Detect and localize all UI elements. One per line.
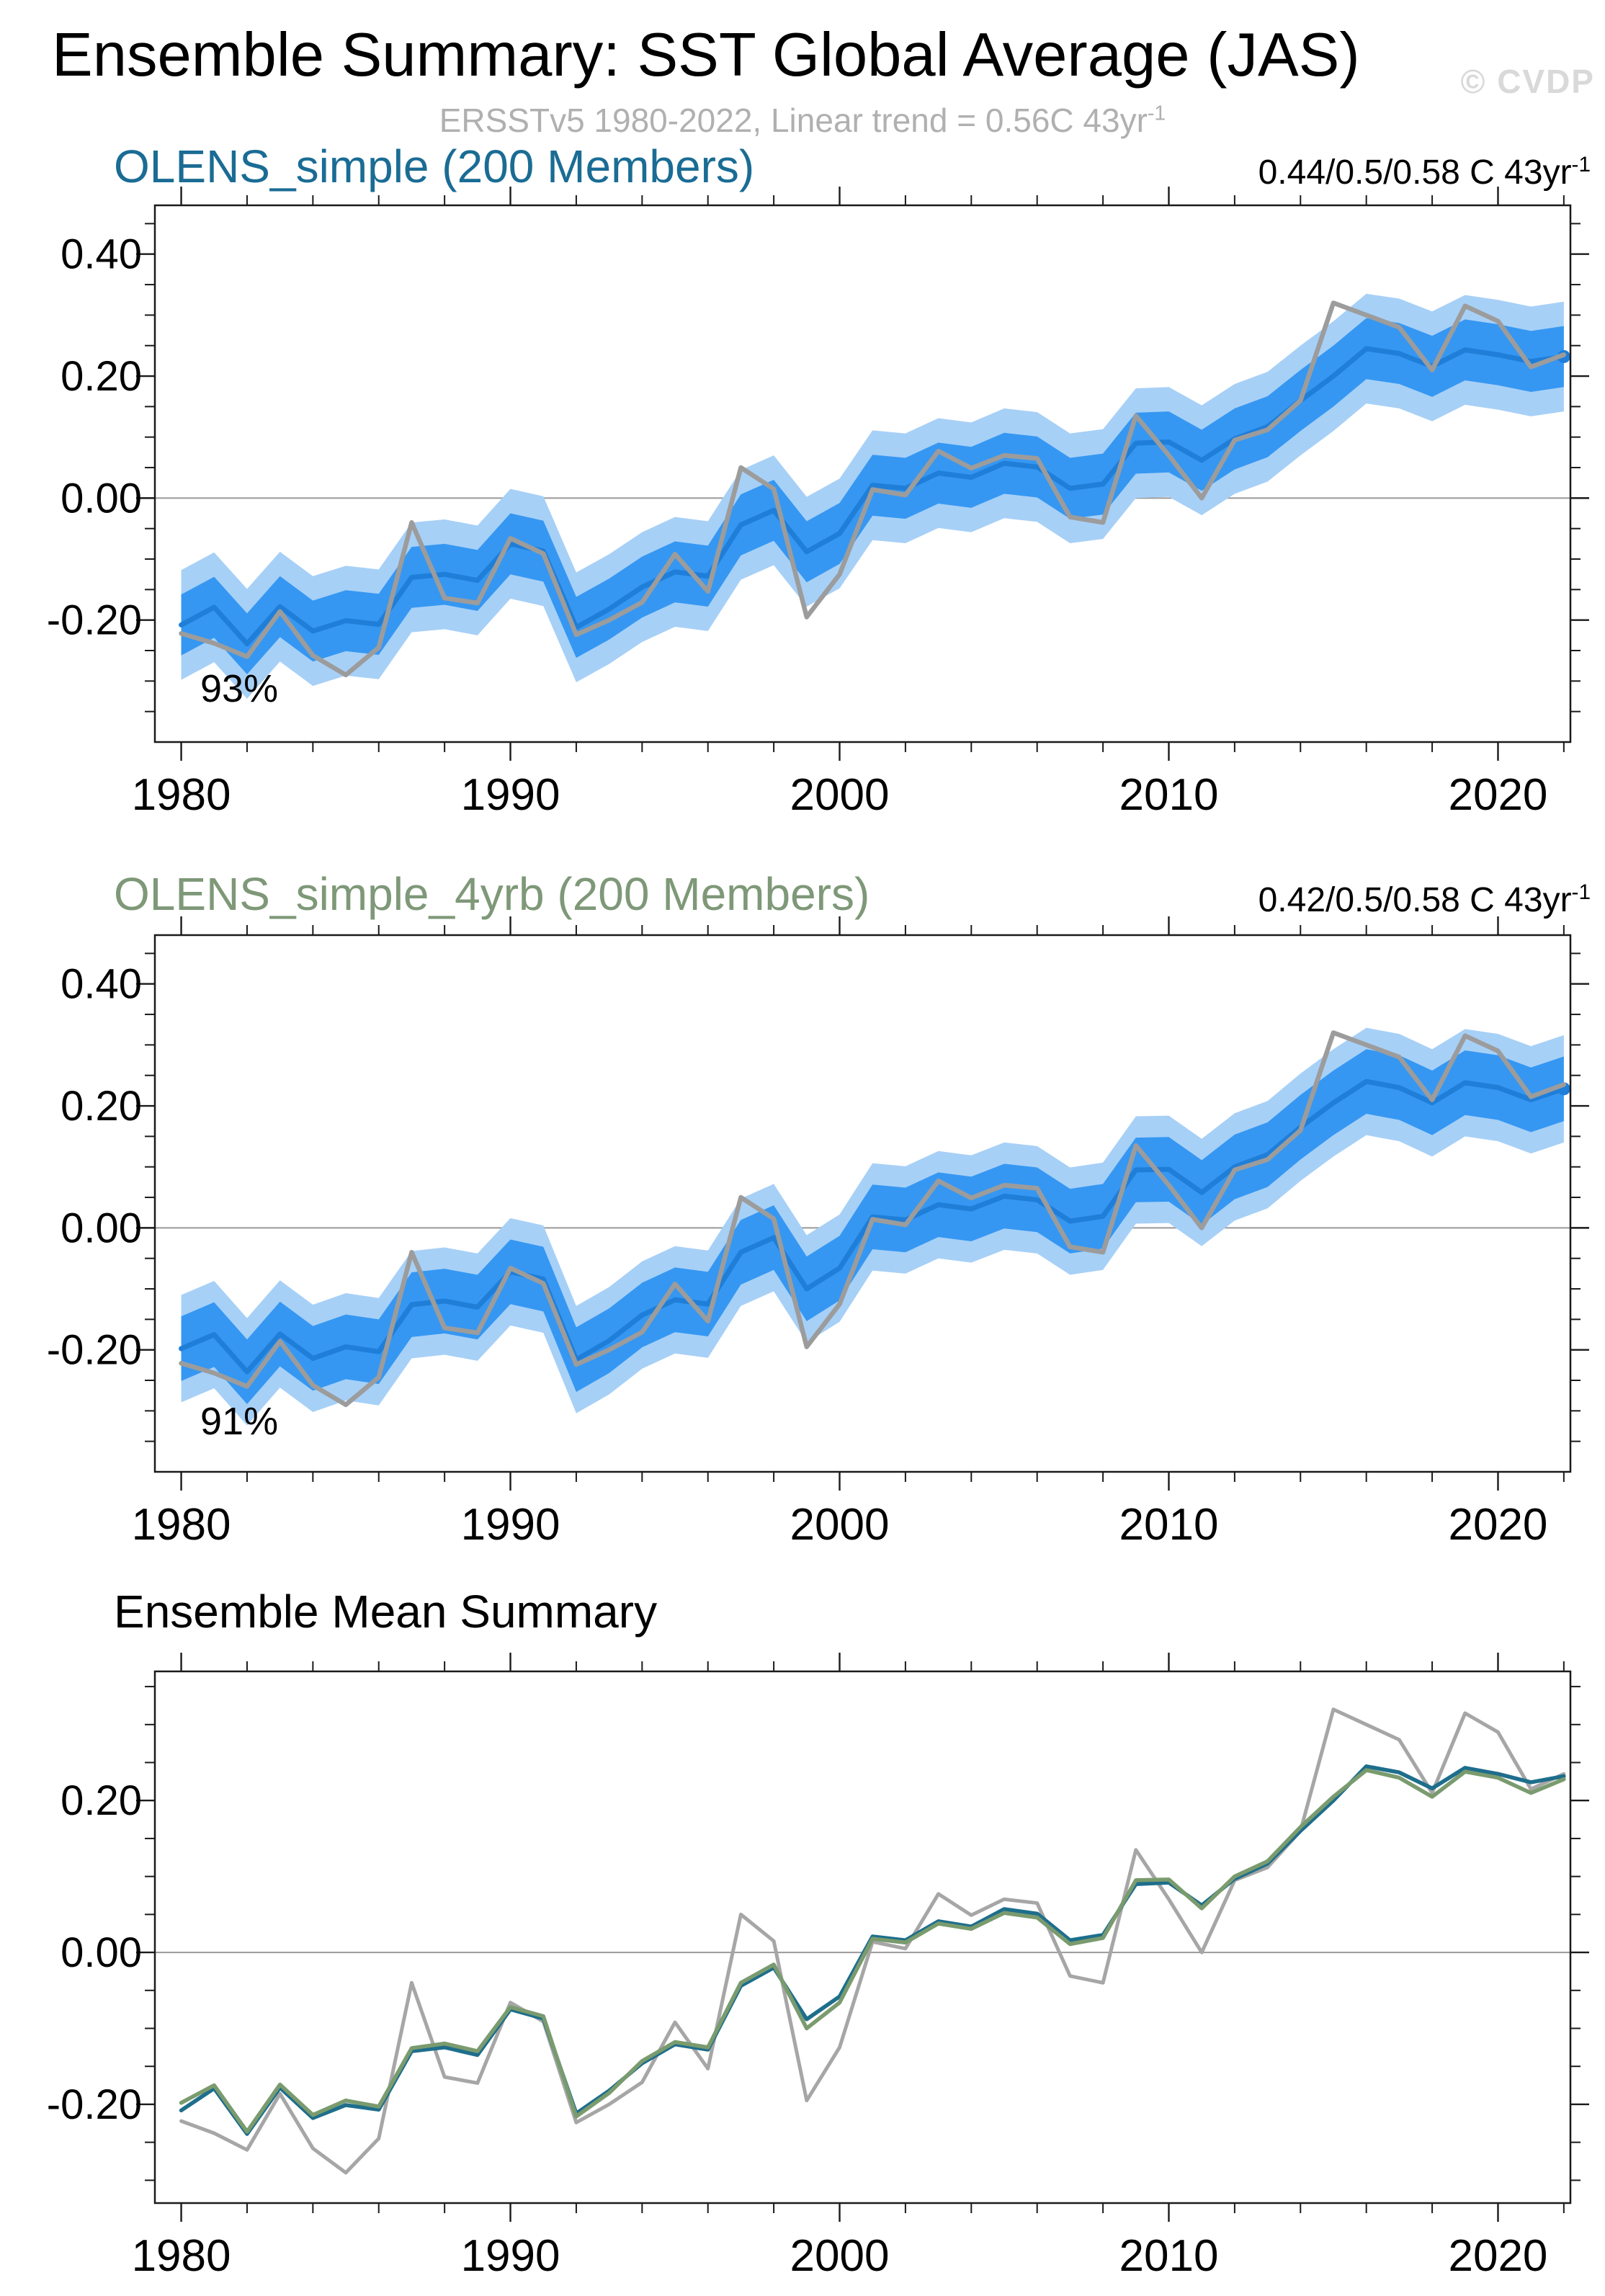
panel2-percent-label: 91% xyxy=(200,1400,279,1443)
y-tick-label: 0.20 xyxy=(61,1083,142,1130)
plot-frame xyxy=(153,1670,1572,2205)
y-tick-label: -0.20 xyxy=(47,2081,142,2128)
panel2-trend-annotation: 0.42/0.5/0.58 C 43yr-1 xyxy=(1258,880,1591,920)
inner-band xyxy=(181,1049,1564,1405)
olens-simple-4yrb-mean-line xyxy=(179,1768,1566,2134)
y-tick-label: -0.20 xyxy=(47,1327,142,1374)
olens-simple-mean-line xyxy=(179,1764,1566,2136)
x-tick-label: 2020 xyxy=(1448,770,1547,820)
panel2-trend-exponent: -1 xyxy=(1571,880,1591,904)
ensemble-mean-line xyxy=(179,1078,1567,1375)
panel2-trend-text: 0.42/0.5/0.58 C 43yr xyxy=(1258,881,1572,919)
plot-frame xyxy=(153,204,1572,743)
inner-band xyxy=(181,318,1564,675)
x-tick-label: 1980 xyxy=(132,2231,231,2281)
y-tick-label: 0.00 xyxy=(61,1929,142,1976)
figure-subtitle: ERSSTv5 1980-2022, Linear trend = 0.56C … xyxy=(0,101,1605,140)
x-tick-label: 1990 xyxy=(461,2231,560,2281)
y-tick-label: 0.00 xyxy=(61,475,142,522)
panel3-title: Ensemble Mean Summary xyxy=(114,1586,658,1638)
panel1-trend-exponent: -1 xyxy=(1571,153,1591,177)
x-tick-label: 2000 xyxy=(790,1500,890,1550)
ersstv5-obs-line xyxy=(179,300,1567,678)
ersstv5-obs-line xyxy=(179,1030,1567,1408)
x-tick-label: 2000 xyxy=(790,770,890,820)
panel1-title: OLENS_simple (200 Members) xyxy=(114,140,755,192)
plot-frame xyxy=(153,934,1572,1473)
x-tick-label: 1990 xyxy=(461,770,560,820)
panel1-percent-label: 93% xyxy=(200,667,279,710)
y-tick-label: 0.20 xyxy=(61,353,142,400)
x-tick-label: 2020 xyxy=(1448,1500,1547,1550)
y-tick-label: 0.20 xyxy=(61,1777,142,1824)
ensemble-mean-line xyxy=(179,346,1567,647)
y-tick-label: 0.40 xyxy=(61,961,142,1008)
x-tick-label: 2010 xyxy=(1119,2231,1219,2281)
subtitle-text: ERSSTv5 1980-2022, Linear trend = 0.56C … xyxy=(439,102,1148,139)
cvdp-watermark: © CVDP xyxy=(1460,63,1595,100)
figure-title: Ensemble Summary: SST Global Average (JA… xyxy=(52,21,1360,89)
y-tick-label: 0.00 xyxy=(61,1205,142,1251)
x-tick-label: 1980 xyxy=(132,1500,231,1550)
y-tick-label: 0.40 xyxy=(61,231,142,278)
x-tick-label: 2010 xyxy=(1119,1500,1219,1550)
x-tick-label: 2010 xyxy=(1119,770,1219,820)
x-tick-label: 1990 xyxy=(461,1500,560,1550)
subtitle-exponent: -1 xyxy=(1147,102,1166,125)
x-tick-label: 1980 xyxy=(132,770,231,820)
y-tick-label: -0.20 xyxy=(47,597,142,644)
x-tick-label: 2000 xyxy=(790,2231,890,2281)
panel1-trend-text: 0.44/0.5/0.58 C 43yr xyxy=(1258,153,1572,192)
panel1-trend-annotation: 0.44/0.5/0.58 C 43yr-1 xyxy=(1258,153,1591,192)
panel2-title: OLENS_simple_4yrb (200 Members) xyxy=(114,868,870,920)
x-tick-label: 2020 xyxy=(1448,2231,1547,2281)
